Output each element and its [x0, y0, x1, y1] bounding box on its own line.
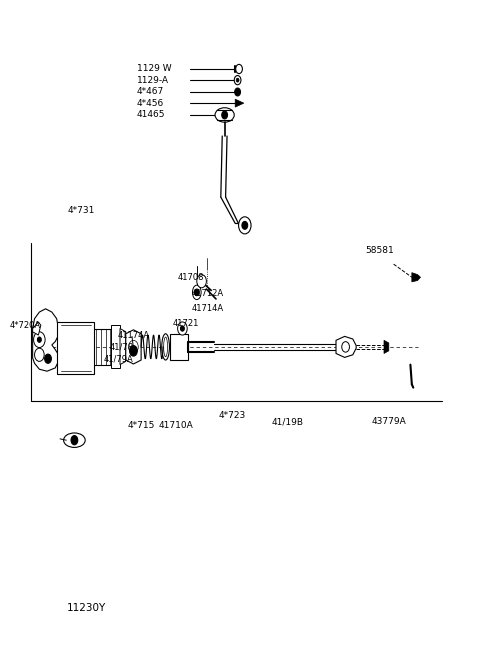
- Circle shape: [130, 346, 137, 356]
- Ellipse shape: [63, 433, 85, 447]
- Circle shape: [197, 275, 206, 288]
- Text: 4*720A: 4*720A: [10, 321, 41, 330]
- Text: 41710A: 41710A: [158, 420, 193, 430]
- Polygon shape: [170, 334, 188, 360]
- Text: 41465: 41465: [137, 110, 165, 120]
- Polygon shape: [126, 330, 141, 364]
- Polygon shape: [33, 309, 59, 371]
- Circle shape: [222, 111, 228, 119]
- Ellipse shape: [215, 108, 234, 122]
- Text: 11230Y: 11230Y: [67, 602, 107, 613]
- Circle shape: [234, 76, 241, 85]
- Ellipse shape: [164, 337, 168, 357]
- Ellipse shape: [162, 334, 169, 360]
- Text: 4*723: 4*723: [218, 411, 246, 420]
- Text: 4*456: 4*456: [137, 99, 164, 108]
- Polygon shape: [120, 328, 126, 365]
- Circle shape: [194, 289, 199, 296]
- Text: 41708: 41708: [178, 273, 204, 282]
- Text: 41714A: 41714A: [192, 304, 224, 313]
- Circle shape: [71, 436, 78, 445]
- Text: 4*467: 4*467: [137, 87, 164, 97]
- Circle shape: [235, 88, 240, 96]
- Circle shape: [236, 64, 242, 74]
- Circle shape: [129, 340, 138, 353]
- Text: 41/78: 41/78: [109, 342, 133, 351]
- Polygon shape: [111, 325, 120, 368]
- Text: 41712A: 41712A: [192, 289, 224, 298]
- Text: 41721: 41721: [173, 319, 199, 328]
- Polygon shape: [33, 322, 41, 335]
- Text: 1129 W: 1129 W: [137, 64, 171, 74]
- Circle shape: [236, 78, 239, 82]
- Circle shape: [342, 342, 349, 352]
- Text: 41/19B: 41/19B: [271, 417, 303, 426]
- Circle shape: [239, 217, 251, 234]
- Circle shape: [178, 322, 187, 335]
- Circle shape: [45, 354, 51, 363]
- Polygon shape: [384, 340, 389, 353]
- Text: 41/79A: 41/79A: [103, 354, 133, 363]
- Text: 1129-A: 1129-A: [137, 76, 169, 85]
- Ellipse shape: [192, 285, 201, 300]
- Polygon shape: [235, 99, 244, 107]
- Polygon shape: [336, 336, 356, 357]
- Circle shape: [37, 337, 41, 342]
- Circle shape: [180, 326, 184, 331]
- Circle shape: [242, 221, 248, 229]
- Text: 43779A: 43779A: [372, 417, 407, 426]
- Text: 41174A: 41174A: [118, 330, 150, 340]
- Polygon shape: [412, 273, 420, 282]
- Circle shape: [34, 332, 45, 348]
- Text: 58581: 58581: [365, 246, 394, 256]
- Polygon shape: [57, 322, 94, 374]
- Text: 4*715: 4*715: [127, 420, 155, 430]
- Text: 4*731: 4*731: [67, 206, 95, 215]
- Circle shape: [35, 348, 44, 361]
